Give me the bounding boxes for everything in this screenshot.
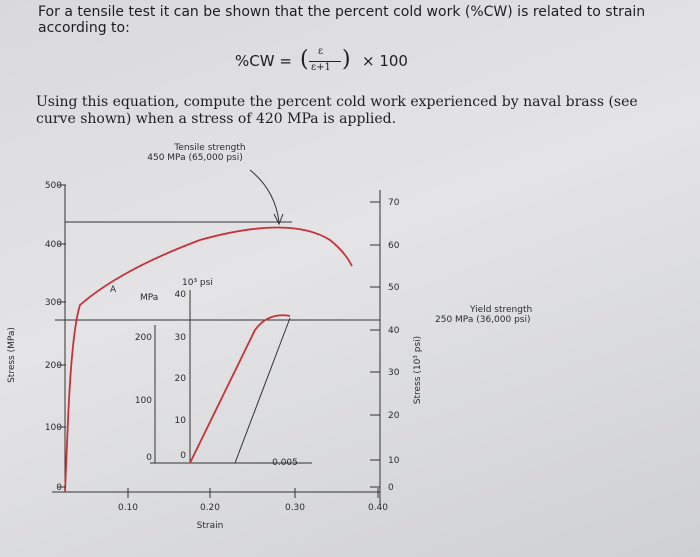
numerator: ε — [318, 46, 324, 57]
inset-tick-label: 200 — [135, 333, 152, 343]
inset-tick-label: 40 — [175, 290, 187, 300]
left-tick-label: 300 — [45, 298, 62, 308]
left-tick-label: 200 — [45, 361, 62, 371]
point-label: A — [110, 285, 117, 295]
tensile-label: 450 MPa (65,000 psi) — [147, 153, 242, 163]
right-axis-label: Stress (10³ psi) — [413, 336, 423, 404]
right-tick-label: 0 — [388, 483, 394, 493]
x-tick-label: 0.30 — [285, 503, 305, 513]
right-tick-label: 70 — [388, 198, 400, 208]
inset-tick-label: 100 — [135, 396, 152, 406]
inset-x-tick: 0.005 — [272, 458, 298, 468]
inset-unit: 10³ psi — [182, 278, 213, 288]
inset-tick-label: 10 — [175, 416, 187, 426]
left-axis-label: Stress (MPa) — [7, 327, 17, 383]
equation-lhs: %CW = — [235, 52, 292, 70]
x-tick-label: 0.20 — [200, 503, 220, 513]
left-tick-label: 500 — [45, 181, 62, 191]
intro: For a tensile test it can be shown that … — [38, 4, 646, 36]
inset-unit: MPa — [140, 293, 158, 303]
paren: ( — [300, 47, 309, 72]
paren: ) — [342, 47, 351, 72]
right-tick-label: 20 — [388, 411, 400, 421]
x-tick-label: 0.40 — [368, 503, 388, 513]
equation-factor: × 100 — [362, 52, 408, 70]
denominator: ε+1 — [311, 62, 331, 73]
right-tick-label: 10 — [388, 456, 400, 466]
right-tick-label: 60 — [388, 241, 400, 251]
question: Using this equation, compute the percent… — [36, 94, 638, 127]
inset-tick-label: 30 — [175, 333, 187, 343]
right-tick-label: 50 — [388, 283, 400, 293]
x-axis-label: Strain — [197, 521, 224, 531]
left-tick-label: 400 — [45, 240, 62, 250]
inset-tick-label: 0 — [180, 451, 186, 461]
right-tick-label: 40 — [388, 326, 400, 336]
left-tick-label: 0 — [56, 483, 62, 493]
tensile-label: Tensile strength — [173, 143, 245, 153]
right-tick-label: 30 — [388, 368, 400, 378]
yield-label: Yield strength — [469, 305, 532, 315]
inset-tick-label: 20 — [175, 374, 187, 384]
x-tick-label: 0.10 — [118, 503, 138, 513]
yield-label: 250 MPa (36,000 psi) — [435, 315, 530, 325]
left-tick-label: 100 — [45, 423, 62, 433]
inset-tick-label: 0 — [146, 453, 152, 463]
